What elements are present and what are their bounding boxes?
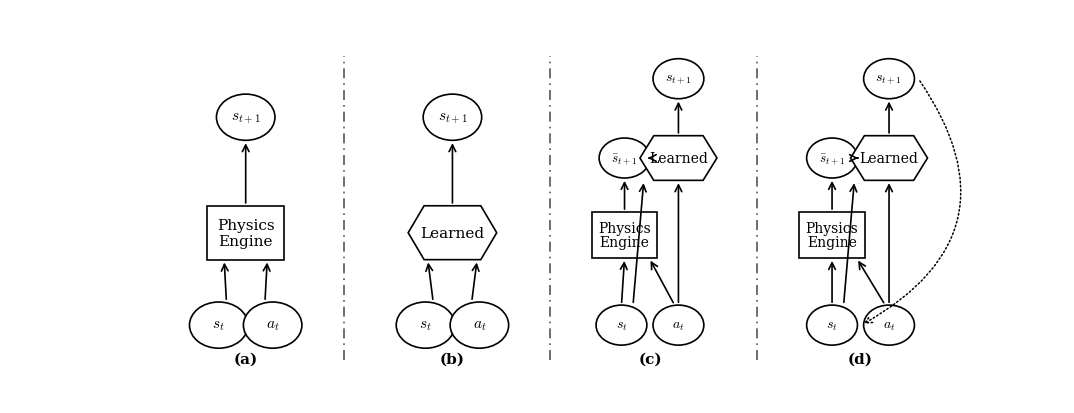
Text: $s_t$: $s_t$ — [826, 318, 838, 332]
Text: (c): (c) — [638, 351, 662, 366]
Text: (d): (d) — [848, 351, 873, 366]
Ellipse shape — [244, 302, 302, 349]
Ellipse shape — [189, 302, 248, 349]
Ellipse shape — [807, 305, 857, 345]
Polygon shape — [408, 206, 496, 260]
Text: Physics: Physics — [806, 221, 858, 235]
Ellipse shape — [807, 139, 857, 178]
Text: (b): (b) — [440, 351, 465, 366]
Text: $\bar{s}_{t+1}$: $\bar{s}_{t+1}$ — [611, 151, 638, 166]
Text: $a_t$: $a_t$ — [473, 318, 487, 332]
Ellipse shape — [599, 139, 650, 178]
Text: $s_t$: $s_t$ — [615, 318, 627, 332]
Bar — [592, 212, 657, 259]
FancyArrowPatch shape — [866, 82, 961, 323]
Text: $a_t$: $a_t$ — [672, 318, 685, 332]
Text: $s_{t+1}$: $s_{t+1}$ — [437, 111, 467, 125]
Text: $s_t$: $s_t$ — [213, 318, 226, 332]
Polygon shape — [640, 136, 717, 181]
Text: Physics: Physics — [217, 218, 275, 232]
Text: $s_t$: $s_t$ — [419, 318, 432, 332]
Text: Physics: Physics — [598, 221, 651, 235]
Text: $s_{t+1}$: $s_{t+1}$ — [231, 111, 261, 125]
Text: $a_t$: $a_t$ — [266, 318, 279, 332]
Text: Engine: Engine — [808, 235, 857, 249]
Ellipse shape — [396, 302, 454, 349]
Ellipse shape — [863, 59, 914, 100]
Ellipse shape — [653, 305, 703, 345]
Text: Learned: Learned — [420, 226, 484, 240]
Text: (a): (a) — [233, 351, 258, 366]
Bar — [207, 206, 285, 260]
Text: $s_{t+1}$: $s_{t+1}$ — [665, 73, 692, 86]
Ellipse shape — [596, 305, 647, 345]
Text: $a_t$: $a_t$ — [883, 318, 896, 332]
Text: Engine: Engine — [218, 234, 273, 248]
Text: $\bar{s}_{t+1}$: $\bar{s}_{t+1}$ — [818, 151, 845, 166]
Ellipse shape — [863, 305, 914, 345]
Ellipse shape — [423, 95, 482, 141]
Text: Engine: Engine — [599, 235, 650, 249]
Bar — [799, 212, 865, 259]
Ellipse shape — [217, 95, 275, 141]
Text: Learned: Learned — [649, 152, 708, 166]
Text: Learned: Learned — [859, 152, 918, 166]
Polygon shape — [851, 136, 928, 181]
Text: $s_{t+1}$: $s_{t+1}$ — [875, 73, 902, 86]
Ellipse shape — [653, 59, 703, 100]
Ellipse shape — [450, 302, 509, 349]
